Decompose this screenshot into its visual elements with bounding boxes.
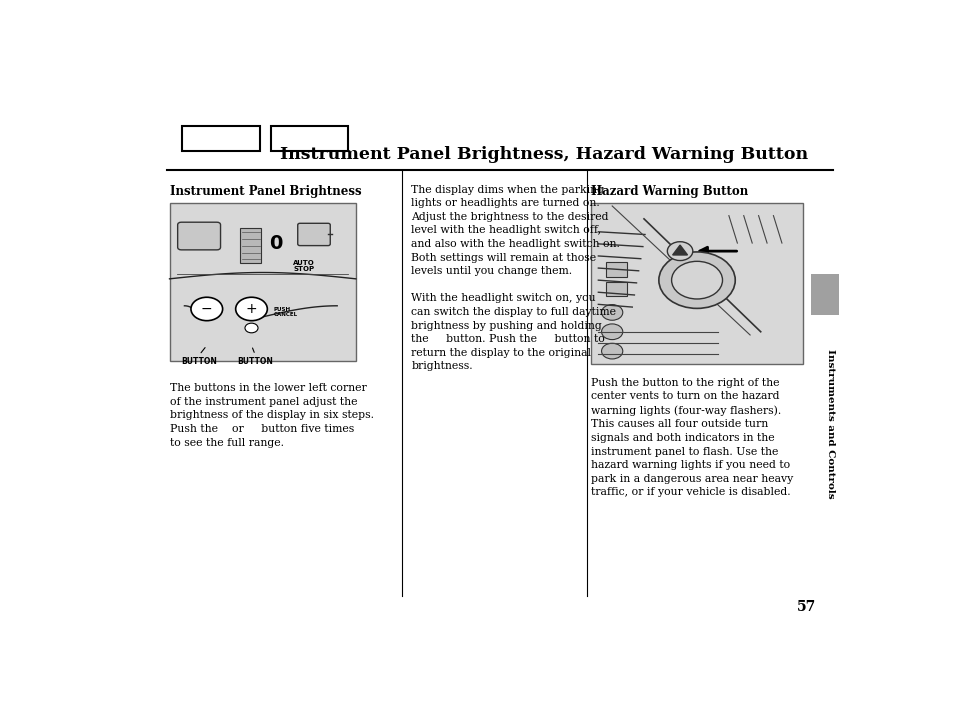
Text: Push the button to the right of the
center vents to turn on the hazard
warning l: Push the button to the right of the cent… [590, 378, 792, 497]
Text: BUTTON: BUTTON [237, 357, 273, 366]
Circle shape [601, 343, 622, 359]
Circle shape [235, 297, 267, 321]
Bar [810, 274, 839, 315]
FancyBboxPatch shape [177, 222, 220, 250]
Circle shape [601, 305, 622, 320]
Text: Instrument Panel Brightness: Instrument Panel Brightness [170, 185, 361, 197]
Text: Hazard Warning Button: Hazard Warning Button [590, 185, 747, 197]
Text: 0: 0 [269, 234, 282, 253]
Circle shape [667, 241, 692, 261]
Text: Instrument Panel Brightness, Hazard Warning Button: Instrument Panel Brightness, Hazard Warn… [280, 146, 807, 163]
Text: AUTO
STOP: AUTO STOP [293, 260, 314, 273]
Text: −: − [201, 302, 213, 316]
Circle shape [601, 324, 622, 339]
Text: The display dims when the parking
lights or headlights are turned on.
Adjust the: The display dims when the parking lights… [411, 185, 619, 371]
Bar [182, 126, 259, 151]
Bar [240, 228, 261, 263]
Bar [605, 263, 626, 277]
FancyBboxPatch shape [297, 224, 330, 246]
Text: BUTTON: BUTTON [181, 357, 217, 366]
Text: +: + [246, 302, 257, 316]
Bar [590, 203, 802, 364]
Text: Instruments and Controls: Instruments and Controls [825, 349, 834, 499]
Circle shape [191, 297, 222, 321]
Bar [605, 282, 626, 296]
Bar [271, 126, 348, 151]
Text: PUSH
CANCEL: PUSH CANCEL [274, 307, 297, 317]
Circle shape [671, 261, 721, 299]
Circle shape [245, 323, 257, 333]
Text: 57: 57 [797, 600, 816, 614]
Circle shape [659, 252, 735, 308]
Bar [170, 203, 355, 361]
Text: The buttons in the lower left corner
of the instrument panel adjust the
brightne: The buttons in the lower left corner of … [170, 383, 374, 447]
Polygon shape [672, 245, 687, 255]
